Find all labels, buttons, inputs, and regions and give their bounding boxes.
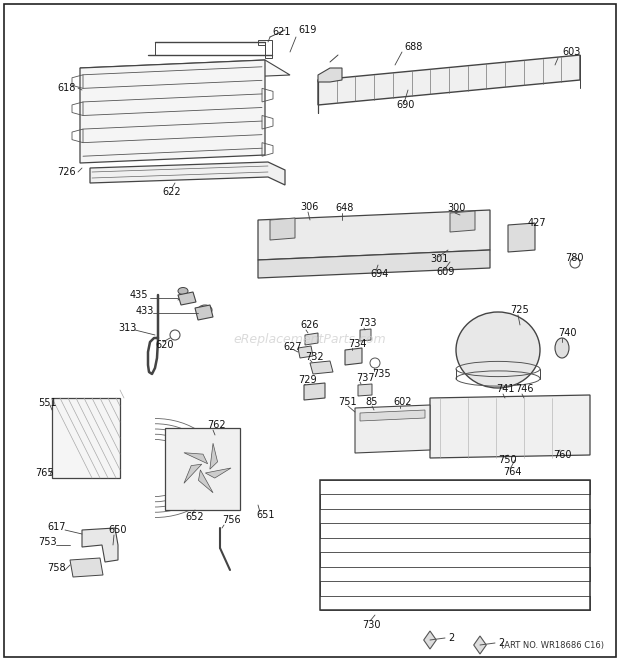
Text: 620: 620 (155, 340, 174, 350)
Text: 609: 609 (436, 267, 454, 277)
Text: 622: 622 (162, 187, 180, 197)
Text: 740: 740 (558, 328, 577, 338)
Polygon shape (318, 55, 580, 105)
Text: 301: 301 (430, 254, 448, 264)
Text: 734: 734 (348, 339, 366, 349)
Polygon shape (318, 68, 342, 82)
Polygon shape (184, 464, 202, 483)
Polygon shape (474, 636, 486, 654)
Ellipse shape (456, 312, 540, 388)
Text: 427: 427 (528, 218, 547, 228)
Text: 603: 603 (562, 47, 580, 57)
Circle shape (445, 440, 455, 450)
Polygon shape (305, 333, 318, 345)
Polygon shape (90, 162, 285, 185)
Polygon shape (258, 210, 490, 260)
Text: 619: 619 (298, 25, 316, 35)
Text: 618: 618 (57, 83, 76, 93)
Text: 746: 746 (515, 384, 533, 394)
Text: 756: 756 (222, 515, 241, 525)
Text: 751: 751 (338, 397, 356, 407)
Polygon shape (423, 631, 436, 649)
Polygon shape (345, 348, 362, 365)
Polygon shape (508, 223, 535, 252)
Polygon shape (304, 383, 325, 400)
Text: 762: 762 (207, 420, 226, 430)
Text: 300: 300 (447, 203, 466, 213)
Circle shape (401, 431, 409, 439)
Polygon shape (450, 211, 475, 232)
Polygon shape (80, 60, 290, 83)
Text: 690: 690 (396, 100, 414, 110)
Polygon shape (298, 346, 313, 358)
Polygon shape (195, 305, 213, 320)
Polygon shape (360, 329, 371, 341)
Text: 688: 688 (404, 42, 422, 52)
Text: 85: 85 (365, 397, 378, 407)
Text: 726: 726 (57, 167, 76, 177)
Text: 2: 2 (448, 633, 454, 643)
Text: 780: 780 (565, 253, 583, 263)
Polygon shape (355, 405, 430, 453)
Polygon shape (165, 428, 240, 510)
Circle shape (199, 462, 211, 474)
Polygon shape (310, 361, 333, 374)
Text: 760: 760 (553, 450, 572, 460)
Text: 551: 551 (38, 398, 56, 408)
Text: 2: 2 (498, 638, 504, 648)
Circle shape (381, 431, 389, 439)
Text: 733: 733 (358, 318, 376, 328)
Text: 765: 765 (35, 468, 53, 478)
Polygon shape (184, 453, 208, 464)
Text: 621: 621 (272, 27, 291, 37)
Text: 750: 750 (498, 455, 516, 465)
Polygon shape (70, 558, 103, 577)
Text: 617: 617 (47, 522, 66, 532)
Polygon shape (82, 528, 118, 562)
Text: 694: 694 (370, 269, 388, 279)
Text: 648: 648 (335, 203, 353, 213)
Polygon shape (210, 444, 218, 469)
Text: 626: 626 (300, 320, 319, 330)
Polygon shape (198, 470, 213, 492)
Text: 741: 741 (496, 384, 515, 394)
Text: 764: 764 (503, 467, 521, 477)
Text: 725: 725 (510, 305, 529, 315)
Text: 650: 650 (108, 525, 126, 535)
Polygon shape (178, 292, 196, 305)
Text: (ART NO. WR18686 C16): (ART NO. WR18686 C16) (501, 641, 604, 650)
Ellipse shape (178, 288, 188, 295)
Text: 737: 737 (356, 373, 374, 383)
Text: 753: 753 (38, 537, 56, 547)
Polygon shape (52, 398, 120, 478)
Text: 758: 758 (47, 563, 66, 573)
Polygon shape (360, 410, 425, 421)
Text: eReplacementParts.com: eReplacementParts.com (234, 334, 386, 346)
Text: 729: 729 (298, 375, 317, 385)
Circle shape (445, 410, 455, 420)
Polygon shape (358, 384, 372, 396)
Text: 435: 435 (130, 290, 149, 300)
Ellipse shape (555, 338, 569, 358)
Circle shape (545, 410, 555, 420)
Text: 313: 313 (118, 323, 136, 333)
Text: 652: 652 (185, 512, 203, 522)
Text: 627: 627 (283, 342, 301, 352)
Text: 732: 732 (305, 352, 324, 362)
Polygon shape (80, 60, 265, 163)
Circle shape (545, 440, 555, 450)
Polygon shape (430, 395, 590, 458)
Circle shape (96, 536, 104, 544)
Text: 651: 651 (256, 510, 275, 520)
Text: 730: 730 (362, 620, 381, 630)
Text: 602: 602 (393, 397, 412, 407)
Text: 306: 306 (300, 202, 319, 212)
Text: 433: 433 (136, 306, 154, 316)
Polygon shape (258, 250, 490, 278)
Text: 735: 735 (372, 369, 391, 379)
Polygon shape (270, 218, 295, 240)
Polygon shape (205, 468, 231, 478)
